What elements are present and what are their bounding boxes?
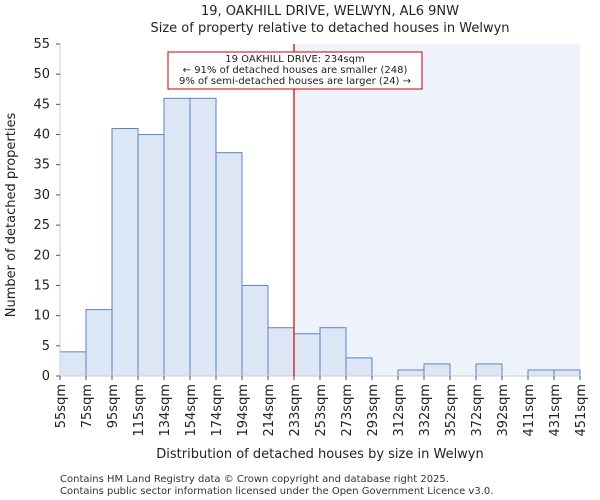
y-tick-label: 15	[33, 278, 50, 293]
x-tick-label: 352sqm	[444, 384, 459, 437]
footer-line-2: Contains public sector information licen…	[60, 486, 493, 497]
y-tick-label: 10	[33, 309, 50, 324]
y-tick-label: 45	[33, 97, 50, 112]
bar-75sqm	[85, 309, 113, 377]
x-tick-label: 75sqm	[80, 384, 95, 428]
bar-273sqm	[345, 357, 373, 377]
y-tick-label: 55	[33, 37, 50, 52]
x-tick-label: 154sqm	[184, 384, 199, 437]
bar-115sqm	[137, 134, 165, 377]
x-tick-label: 115sqm	[132, 384, 147, 437]
bar-233sqm	[293, 333, 321, 377]
y-tick-label: 0	[42, 369, 50, 384]
chart-subtitle: Size of property relative to detached ho…	[150, 21, 509, 36]
bar-214sqm	[267, 327, 295, 377]
x-tick-label: 312sqm	[392, 384, 407, 437]
y-tick-label: 50	[33, 67, 50, 82]
bar-431sqm	[553, 369, 581, 377]
x-tick-label: 134sqm	[158, 384, 173, 437]
x-tick-label: 55sqm	[54, 384, 69, 428]
x-tick-label: 95sqm	[106, 384, 121, 428]
bar-411sqm	[527, 369, 555, 377]
y-tick-label: 25	[33, 218, 50, 233]
x-tick-label: 392sqm	[496, 384, 511, 437]
bar-312sqm	[397, 369, 425, 377]
bar-332sqm	[423, 363, 451, 377]
x-tick-label: 451sqm	[574, 384, 589, 437]
highlight-region	[294, 44, 580, 376]
x-tick-label: 431sqm	[548, 384, 563, 437]
x-tick-label: 293sqm	[366, 384, 381, 437]
x-tick-label: 233sqm	[288, 384, 303, 437]
y-tick-label: 30	[33, 188, 50, 203]
x-tick-label: 411sqm	[522, 384, 537, 437]
x-tick-label: 194sqm	[236, 384, 251, 437]
bar-95sqm	[111, 128, 139, 377]
chart-title: 19, OAKHILL DRIVE, WELWYN, AL6 9NW	[201, 4, 459, 19]
y-axis-label: Number of detached properties	[4, 113, 19, 318]
x-tick-label: 253sqm	[314, 384, 329, 437]
x-tick-label: 332sqm	[418, 384, 433, 437]
bar-194sqm	[241, 284, 269, 377]
y-tick-label: 5	[42, 339, 50, 354]
y-tick-label: 20	[33, 248, 50, 263]
y-tick-label: 40	[33, 128, 50, 143]
footer-line-1: Contains HM Land Registry data © Crown c…	[60, 474, 449, 485]
bar-253sqm	[319, 327, 347, 377]
y-tick-label: 35	[33, 158, 50, 173]
x-axis-label: Distribution of detached houses by size …	[156, 447, 484, 462]
x-tick-label: 273sqm	[340, 384, 355, 437]
bar-174sqm	[215, 152, 243, 377]
annotation-line-3: 9% of semi-detached houses are larger (2…	[179, 76, 411, 87]
x-tick-label: 372sqm	[470, 384, 485, 437]
bar-154sqm	[189, 97, 217, 377]
bar-55sqm	[59, 351, 87, 377]
annotation-line-1: 19 OAKHILL DRIVE: 234sqm	[225, 54, 364, 65]
bar-134sqm	[163, 97, 191, 377]
x-tick-label: 214sqm	[262, 384, 277, 437]
annotation-line-2: ← 91% of detached houses are smaller (24…	[183, 65, 408, 76]
bar-372sqm	[475, 363, 503, 377]
x-tick-label: 174sqm	[210, 384, 225, 437]
annotation-box	[167, 51, 423, 90]
